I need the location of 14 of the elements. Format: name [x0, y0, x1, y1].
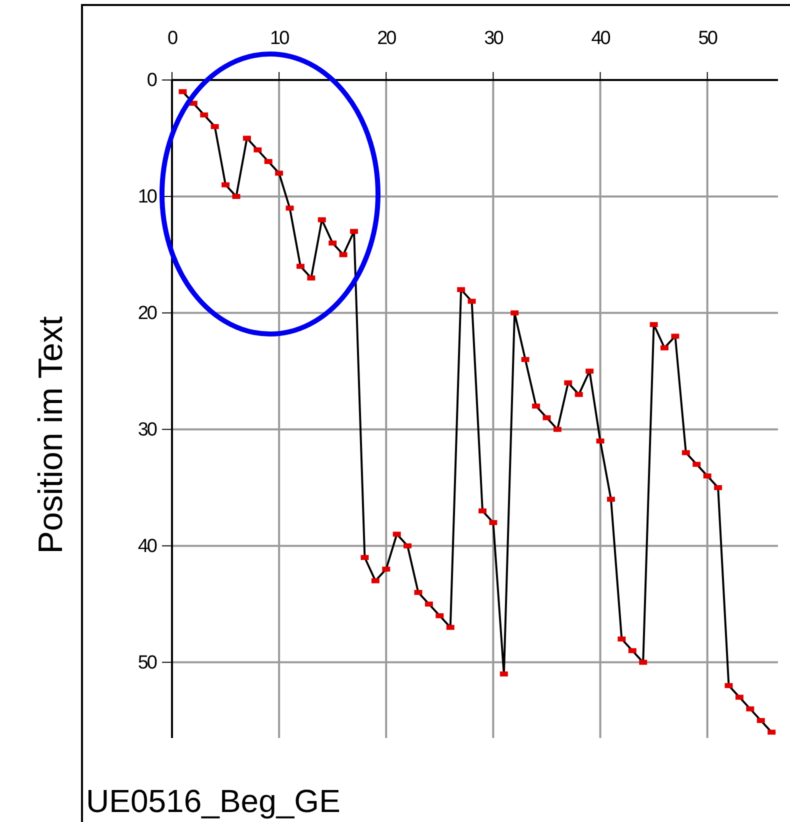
x-tick-label: 10	[270, 28, 290, 49]
x-tick-label: 30	[484, 28, 504, 49]
x-tick-label: 20	[377, 28, 396, 49]
y-tick-label: 0	[146, 70, 157, 92]
x-tick-label: 40	[591, 28, 610, 49]
y-tick-label: 50	[138, 652, 157, 674]
y-tick-label: 10	[138, 186, 157, 208]
x-tick-label: 0	[167, 28, 178, 49]
x-tick-label: 50	[698, 28, 718, 49]
y-tick-label: 30	[138, 419, 157, 440]
y-tick-label: 40	[138, 536, 157, 557]
y-tick-label: 20	[138, 303, 157, 324]
y-axis-title: Position im Text	[32, 316, 70, 554]
text: UE0516_Beg_GE	[86, 783, 340, 819]
